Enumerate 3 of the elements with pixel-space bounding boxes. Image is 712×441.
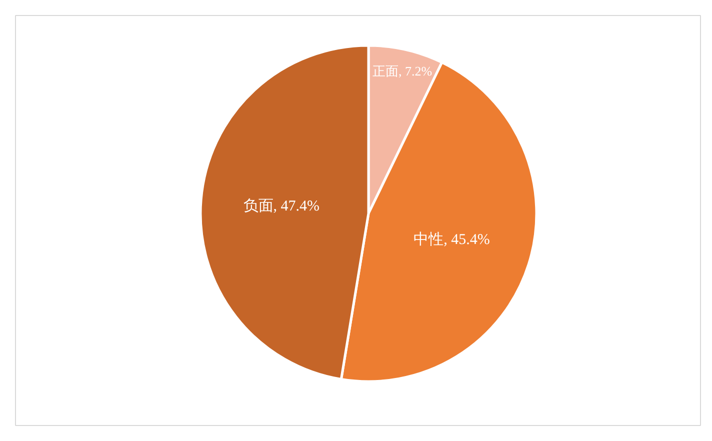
slice-label: 负面, 47.4%	[243, 197, 320, 214]
slice-label: 正面, 7.2%	[372, 64, 432, 79]
slice-label: 中性, 45.4%	[414, 230, 490, 248]
